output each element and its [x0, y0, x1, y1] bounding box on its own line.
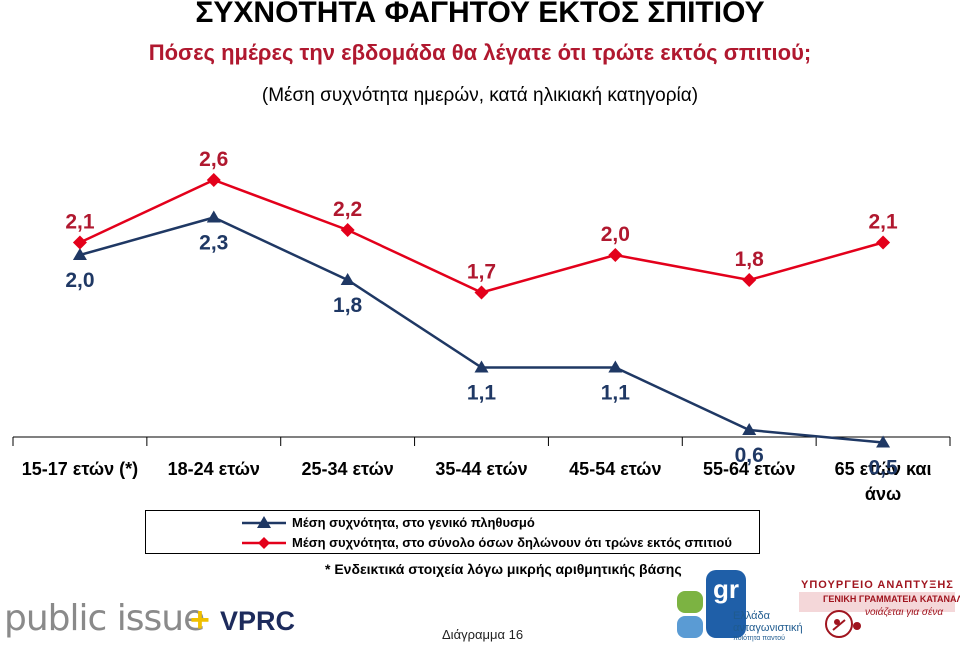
ministry-line1: ΥΠΟΥΡΓΕΙΟ ΑΝΑΠΤΥΞΗΣ [801, 579, 954, 591]
data-point-general [474, 360, 489, 373]
x-tick-label: 65 ετών και [835, 459, 932, 479]
data-label-general: 1,8 [333, 294, 363, 317]
ministry-line3: νοιάζεται για σένα [865, 607, 944, 618]
legend-label-eaters: Μέση συχνότητα, στο σύνολο όσων δηλώνουν… [292, 535, 732, 550]
x-tick-label: 55-64 ετών [703, 459, 795, 479]
data-label-general: 2,0 [65, 269, 94, 292]
data-point-eaters [340, 223, 355, 237]
data-label-eaters: 1,8 [735, 248, 765, 271]
data-point-general [340, 273, 355, 285]
legend-marker-triangle-icon [242, 516, 286, 528]
data-point-eaters [876, 235, 891, 250]
data-label-eaters: 2,2 [333, 198, 362, 221]
x-tick-label: 18-24 ετών [168, 459, 260, 479]
legend-marker-diamond-icon [242, 537, 286, 549]
data-point-general [206, 210, 221, 223]
legend-label-general: Μέση συχνότητα, στο γενικό πληθυσμό [292, 515, 535, 530]
data-label-eaters: 1,7 [467, 261, 496, 284]
data-point-eaters [72, 235, 87, 250]
footnote: * Ενδεικτικά στοιχεία λόγω μικρής αριθμη… [325, 561, 682, 577]
diagram-number: Διάγραμμα 16 [442, 627, 524, 642]
data-point-eaters [742, 273, 757, 287]
ministry-emblem-icon [799, 592, 955, 638]
data-label-general: 0,5 [868, 457, 898, 480]
gr-logo-line1: Ελλάδα [733, 610, 771, 622]
data-point-general [72, 248, 87, 260]
gr-logo-line3: ποιότητα παντού [733, 635, 785, 642]
chart-subtitle: (Μέση συχνότητα ημερών, κατά ηλικιακή κα… [261, 85, 699, 106]
x-tick-label: 45-54 ετών [569, 459, 661, 479]
data-point-general [876, 435, 891, 448]
greece-competitive-logo: gr [677, 570, 746, 638]
data-label-general: 2,3 [199, 232, 228, 255]
data-point-general [608, 360, 623, 373]
page-title: ΣΥΧΝΟΤΗΤΑ ΦΑΓΗΤΟΥ ΕΚΤΟΣ ΣΠΙΤΙΟΥ [195, 0, 765, 29]
data-label-general: 1,1 [467, 382, 497, 405]
x-tick-label: 15-17 ετών (*) [22, 459, 138, 479]
question-text: Πόσες ημέρες την εβδομάδα θα λέγατε ότι … [148, 40, 812, 65]
data-label-general: 1,1 [601, 382, 631, 405]
data-point-eaters [608, 248, 623, 262]
data-label-general: 0,6 [735, 444, 764, 467]
public-issue-logo: public issue [4, 598, 205, 639]
gr-logo-line2: ανταγωνιστική [733, 622, 803, 634]
x-tick-label: 35-44 ετών [435, 459, 527, 479]
data-label-eaters: 2,1 [65, 211, 95, 234]
data-point-eaters [206, 173, 221, 187]
data-label-eaters: 2,0 [601, 223, 630, 246]
x-tick-label: άνω [865, 484, 901, 504]
chart-legend: Μέση συχνότητα, στο γενικό πληθυσμό Μέση… [145, 510, 760, 554]
logo-plus-sign: + [190, 601, 210, 639]
data-point-general [742, 423, 757, 435]
gr-logo-mark: gr [713, 574, 739, 604]
ministry-logo [797, 576, 957, 642]
data-label-eaters: 2,6 [199, 148, 228, 171]
vprc-logo: VPRC [220, 606, 296, 636]
x-tick-label: 25-34 ετών [301, 459, 393, 479]
ministry-line2: ΓΕΝΙΚΗ ΓΡΑΜΜΑΤΕΙΑ ΚΑΤΑΝΑΛΩΤΗ [823, 594, 960, 604]
data-point-eaters [474, 285, 489, 300]
data-label-eaters: 2,1 [868, 211, 898, 234]
